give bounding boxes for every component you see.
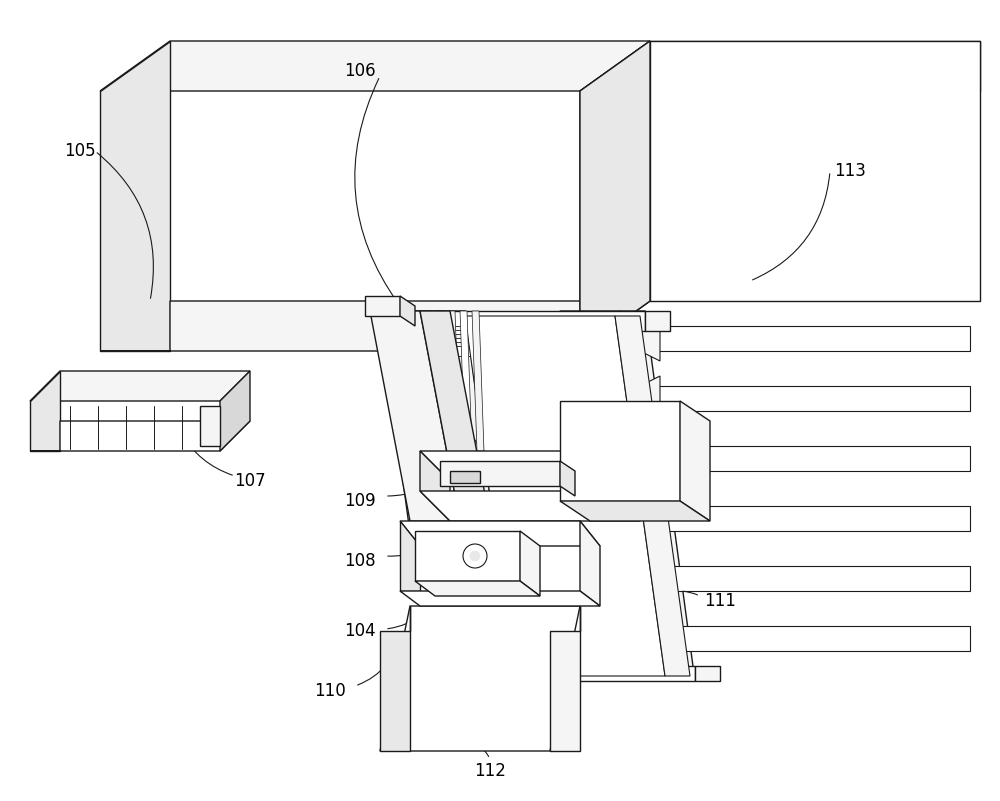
Polygon shape [400,521,420,591]
Polygon shape [650,41,980,301]
Polygon shape [400,521,600,546]
Text: 112: 112 [474,762,506,780]
Polygon shape [610,451,640,521]
Polygon shape [420,491,640,521]
Polygon shape [615,316,690,676]
Polygon shape [640,626,970,651]
Polygon shape [460,311,472,451]
Polygon shape [465,316,665,676]
Polygon shape [580,521,600,606]
Polygon shape [400,296,415,326]
Polygon shape [380,606,410,751]
Polygon shape [680,401,710,521]
Polygon shape [640,326,970,351]
Polygon shape [420,451,640,481]
Polygon shape [440,346,550,356]
Polygon shape [415,581,540,596]
Text: 105: 105 [64,142,96,160]
Polygon shape [640,386,970,411]
Polygon shape [520,531,540,596]
Polygon shape [640,446,970,471]
Polygon shape [365,296,400,316]
Polygon shape [436,311,448,451]
Text: 108: 108 [344,552,376,570]
Polygon shape [580,41,980,91]
Polygon shape [420,451,450,521]
Text: 104: 104 [344,622,376,640]
Polygon shape [380,311,645,331]
Polygon shape [640,506,970,531]
Polygon shape [640,556,660,601]
Polygon shape [440,461,560,486]
Text: 109: 109 [344,492,376,510]
Circle shape [470,551,480,561]
Polygon shape [640,566,970,591]
Polygon shape [415,531,520,581]
Polygon shape [448,311,460,451]
Polygon shape [100,41,170,351]
Polygon shape [100,41,650,91]
Polygon shape [220,371,250,451]
Polygon shape [640,616,660,661]
Polygon shape [380,311,490,681]
Polygon shape [640,376,660,421]
Polygon shape [380,606,580,751]
Polygon shape [472,311,484,451]
Polygon shape [410,334,520,344]
Polygon shape [695,666,720,681]
Polygon shape [430,342,540,352]
Polygon shape [620,311,695,681]
Polygon shape [645,311,670,331]
Polygon shape [640,316,660,361]
Polygon shape [420,338,530,348]
Polygon shape [424,311,436,451]
Polygon shape [440,311,515,681]
Polygon shape [560,461,575,496]
Polygon shape [390,326,500,336]
Text: 107: 107 [234,472,266,490]
Polygon shape [400,311,412,451]
Polygon shape [560,401,680,501]
Text: 110: 110 [314,682,346,700]
Polygon shape [412,311,424,451]
Polygon shape [550,606,580,751]
Polygon shape [370,311,460,521]
Polygon shape [580,41,650,351]
Polygon shape [30,371,60,451]
Polygon shape [400,330,510,340]
Polygon shape [100,301,650,351]
Polygon shape [640,496,660,541]
Polygon shape [200,406,220,446]
Polygon shape [30,371,250,401]
Text: 106: 106 [344,62,376,80]
Polygon shape [30,421,250,451]
Polygon shape [400,591,600,606]
Polygon shape [420,311,490,521]
Polygon shape [560,311,670,681]
Polygon shape [580,41,650,351]
Polygon shape [560,501,710,521]
Text: 113: 113 [834,162,866,180]
Text: 111: 111 [704,592,736,610]
Polygon shape [640,436,660,481]
Polygon shape [430,666,695,681]
Polygon shape [450,471,480,483]
